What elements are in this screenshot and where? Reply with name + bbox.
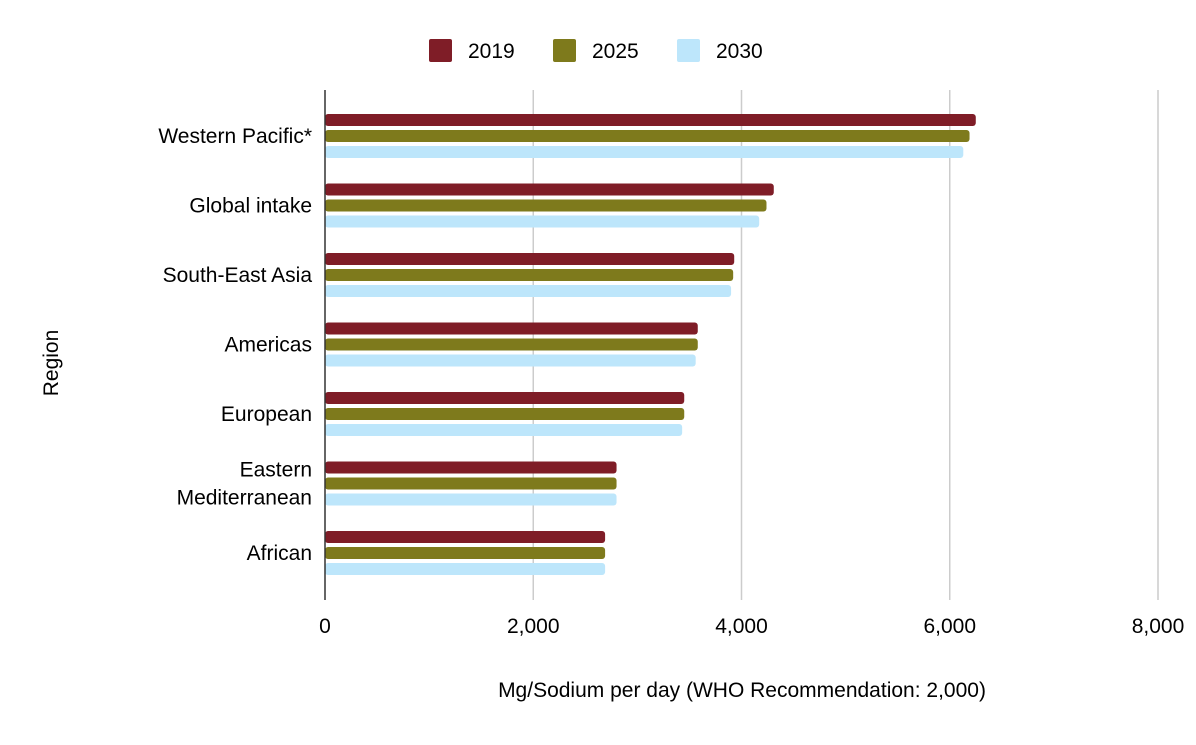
y-category-label: Americas (224, 334, 312, 357)
legend-label-2025: 2025 (592, 40, 639, 63)
y-category-label: Eastern Mediterranean (177, 459, 312, 510)
bar-2019-americas (325, 322, 698, 335)
bar-2030-western-pacific (325, 146, 964, 158)
y-category-label: South-East Asia (163, 264, 313, 287)
legend-label-2019: 2019 (468, 40, 515, 63)
x-tick-label: 8,000 (1132, 615, 1185, 638)
bars (325, 114, 976, 575)
x-axis-title: Mg/Sodium per day (WHO Recommendation: 2… (498, 679, 986, 702)
x-tick-label: 0 (319, 615, 331, 638)
bar-2025-global-intake (325, 199, 767, 212)
x-tick-labels: 0 2,000 4,000 6,000 8,000 (319, 615, 1184, 638)
legend-swatch-2025 (553, 39, 576, 62)
y-category-labels: Western Pacific* Global intake South-East … (158, 125, 312, 565)
bar-2019-african (325, 531, 606, 543)
x-tick-label: 4,000 (715, 615, 768, 638)
legend: 2019 2025 2030 (429, 39, 763, 63)
legend-label-2030: 2030 (716, 40, 763, 63)
y-category-label: European (221, 403, 312, 426)
bar-2030-european (325, 424, 683, 436)
y-category-label: African (247, 542, 312, 565)
bar-2025-eastern-mediterranean (325, 477, 617, 490)
legend-swatch-2019 (429, 39, 452, 62)
bar-2025-western-pacific (325, 130, 970, 142)
bar-2030-global-intake (325, 215, 760, 228)
bar-2019-western-pacific (325, 114, 976, 126)
bar-2025-americas (325, 338, 698, 351)
x-tick-label: 6,000 (923, 615, 976, 638)
bar-2019-european (325, 392, 685, 404)
y-axis-title: Region (40, 330, 63, 397)
bar-2030-south-east-asia (325, 285, 732, 297)
bar-2030-americas (325, 354, 696, 367)
bar-2030-eastern-mediterranean (325, 493, 617, 506)
bar-2025-european (325, 408, 685, 420)
bar-2019-eastern-mediterranean (325, 461, 617, 474)
bar-2025-african (325, 547, 606, 559)
y-category-label: Western Pacific* (158, 125, 312, 148)
bar-2019-global-intake (325, 183, 774, 196)
bar-2025-south-east-asia (325, 269, 734, 281)
x-tick-label: 2,000 (507, 615, 560, 638)
bar-2030-african (325, 563, 606, 575)
bar-2019-south-east-asia (325, 253, 735, 265)
legend-swatch-2030 (677, 39, 700, 62)
y-category-label: Global intake (189, 195, 312, 218)
